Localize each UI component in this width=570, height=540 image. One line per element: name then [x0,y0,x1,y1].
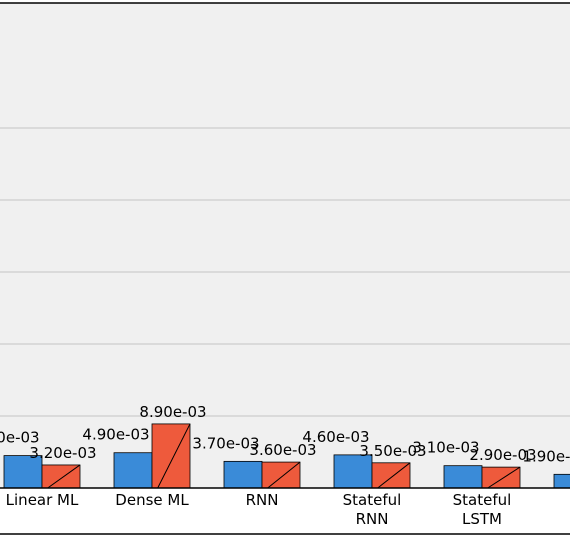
bar-series-0 [113,452,153,489]
x-tick-label: RNN [356,510,389,528]
bar-value-label: 3.60e-03 [249,441,316,459]
bar-series-0 [553,473,570,489]
bar-value-label: 3.10e-03 [412,439,479,457]
bar-hatch [487,466,521,489]
bar-value-label: 4.50e-03 [0,429,40,447]
bar-value-label: 3.70e-03 [192,434,259,452]
bar-value-label: 2.90e-03 [469,446,536,464]
bar-value-label: 8.90e-03 [139,403,206,421]
x-tick-label: LSTM [462,510,502,528]
bar-series-1 [371,462,411,489]
bars [3,423,570,489]
bar-series-0 [223,460,263,489]
x-tick-label: Dense ML [115,491,189,509]
x-tick-label: RNN [246,491,279,509]
x-tick-label: Stateful [453,491,512,509]
plot-background [0,3,570,488]
bar-value-label: 4.90e-03 [82,426,149,444]
bar-value-label: 3.20e-03 [29,444,96,462]
bar-value-label: 4.60e-03 [302,428,369,446]
grid-lines [0,127,570,417]
bar-series-1 [261,461,301,489]
x-tick-label: Linear ML [6,491,79,509]
x-tick-label: Stateful [343,491,402,509]
bar-series-0 [443,465,483,489]
bar-value-label: 1.90e-03 [522,447,570,465]
bar-hatch [47,464,81,489]
x-tick-labels: Linear ML Dense ML RNN StatefulRNNStatefulL… [6,491,512,528]
bar-series-1 [151,423,191,489]
bar-value-label: 3.50e-03 [359,442,426,460]
bar-hatch [377,462,411,489]
bar-series-0 [333,454,373,489]
bar-hatch [157,423,191,489]
bar-series-0 [3,455,43,489]
data-labels: 4.50e-033.20e-034.90e-03 8.90e-03 3.70e-03… [0,403,570,465]
bar-hatch [267,461,301,489]
